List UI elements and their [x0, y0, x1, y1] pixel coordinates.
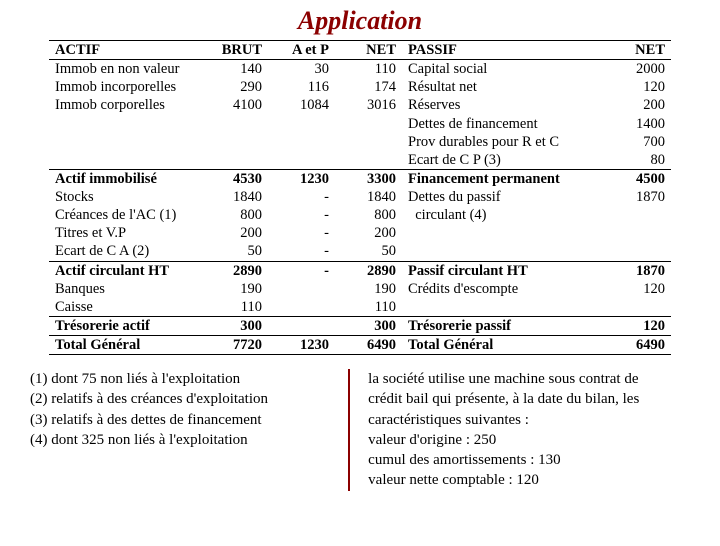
col-actif: ACTIF — [49, 41, 201, 60]
col-passif: PASSIF — [402, 41, 604, 60]
subtotal-value: 3300 — [335, 169, 402, 188]
subtotal-value: 300 — [335, 316, 402, 335]
cell-value: 1400 — [604, 115, 671, 133]
footnote: (4) dont 325 non liés à l'exploitation — [30, 430, 338, 450]
cell-label: Créances de l'AC (1) — [49, 206, 201, 224]
col-aetp: A et P — [268, 41, 335, 60]
cell-value: 190 — [335, 280, 402, 298]
cell-value: 700 — [604, 133, 671, 151]
cell-value: 110 — [335, 298, 402, 317]
subtotal-value: 2890 — [335, 261, 402, 280]
cell-label: Résultat net — [402, 78, 604, 96]
cell-label: Immob en non valeur — [49, 60, 201, 79]
cell-value: 2000 — [604, 60, 671, 79]
footnotes: (1) dont 75 non liés à l'exploitation (2… — [30, 369, 350, 491]
cell-value — [268, 298, 335, 317]
cell-value: 200 — [201, 224, 268, 242]
col-net1: NET — [335, 41, 402, 60]
note-line: cumul des amortissements : 130 — [368, 450, 702, 470]
cell-value: 200 — [604, 96, 671, 114]
subtotal-value: 120 — [604, 316, 671, 335]
cell-label: Dettes de financement — [402, 115, 604, 133]
cell-value: 800 — [335, 206, 402, 224]
subtotal-label: Actif circulant HT — [49, 261, 201, 280]
total-value: 6490 — [604, 336, 671, 355]
cell-value: - — [268, 188, 335, 206]
cell-label: Crédits d'escompte — [402, 280, 604, 298]
cell-label: Caisse — [49, 298, 201, 317]
subtotal-value: 300 — [201, 316, 268, 335]
cell-value: 200 — [335, 224, 402, 242]
cell-value: 120 — [604, 78, 671, 96]
cell-label: Immob incorporelles — [49, 78, 201, 96]
balance-sheet-table: ACTIF BRUT A et P NET PASSIF NET Immob e… — [49, 40, 671, 355]
footnote: (1) dont 75 non liés à l'exploitation — [30, 369, 338, 389]
subtotal-value: 4530 — [201, 169, 268, 188]
cell-label: Réserves — [402, 96, 604, 114]
cell-value: 1840 — [201, 188, 268, 206]
note-line: valeur d'origine : 250 — [368, 430, 702, 450]
cell-value — [268, 280, 335, 298]
cell-value: 50 — [201, 242, 268, 261]
cell-value: 50 — [335, 242, 402, 261]
cell-value: - — [268, 206, 335, 224]
cell-value: 190 — [201, 280, 268, 298]
cell-label: Ecart de C A (2) — [49, 242, 201, 261]
cell-value: 1840 — [335, 188, 402, 206]
notes-region: (1) dont 75 non liés à l'exploitation (2… — [30, 369, 702, 491]
cell-value: 3016 — [335, 96, 402, 114]
col-net2: NET — [604, 41, 671, 60]
cell-value: 800 — [201, 206, 268, 224]
subtotal-value: 2890 — [201, 261, 268, 280]
subtotal-value: 1230 — [268, 169, 335, 188]
subtotal-value — [268, 316, 335, 335]
subtotal-label: Actif immobilisé — [49, 169, 201, 188]
note-line: caractéristiques suivantes : — [368, 410, 702, 430]
cell-value: 80 — [604, 151, 671, 170]
cell-label: circulant (4) — [402, 206, 604, 224]
right-notes: la société utilise une machine sous cont… — [350, 369, 702, 491]
cell-value: 174 — [335, 78, 402, 96]
page-title: Application — [0, 6, 720, 36]
cell-label: Capital social — [402, 60, 604, 79]
total-label: Total Général — [49, 336, 201, 355]
total-value: 1230 — [268, 336, 335, 355]
cell-label: Titres et V.P — [49, 224, 201, 242]
cell-label: Immob corporelles — [49, 96, 201, 114]
cell-label: Dettes du passif — [402, 188, 604, 206]
subtotal-label: Trésorerie passif — [402, 316, 604, 335]
cell-value: - — [268, 224, 335, 242]
cell-value: 4100 — [201, 96, 268, 114]
cell-value — [604, 206, 671, 224]
note-line: valeur nette comptable : 120 — [368, 470, 702, 490]
total-value: 6490 — [335, 336, 402, 355]
cell-value: 1084 — [268, 96, 335, 114]
total-value: 7720 — [201, 336, 268, 355]
cell-value: 110 — [201, 298, 268, 317]
cell-label: Stocks — [49, 188, 201, 206]
note-line: la société utilise une machine sous cont… — [368, 369, 702, 389]
footnote: (3) relatifs à des dettes de financement — [30, 410, 338, 430]
subtotal-label: Trésorerie actif — [49, 316, 201, 335]
total-label: Total Général — [402, 336, 604, 355]
cell-value: - — [268, 242, 335, 261]
note-line: crédit bail qui présente, à la date du b… — [368, 389, 702, 409]
cell-value: 110 — [335, 60, 402, 79]
cell-label: Banques — [49, 280, 201, 298]
cell-value: 120 — [604, 280, 671, 298]
footnote: (2) relatifs à des créances d'exploitati… — [30, 389, 338, 409]
col-brut: BRUT — [201, 41, 268, 60]
subtotal-value: 4500 — [604, 169, 671, 188]
cell-value: 30 — [268, 60, 335, 79]
cell-value: 116 — [268, 78, 335, 96]
cell-value: 290 — [201, 78, 268, 96]
cell-label: Ecart de C P (3) — [402, 151, 604, 170]
subtotal-value: - — [268, 261, 335, 280]
cell-value: 140 — [201, 60, 268, 79]
subtotal-label: Passif circulant HT — [402, 261, 604, 280]
cell-value: 1870 — [604, 188, 671, 206]
subtotal-label: Financement permanent — [402, 169, 604, 188]
cell-label: Prov durables pour R et C — [402, 133, 604, 151]
subtotal-value: 1870 — [604, 261, 671, 280]
